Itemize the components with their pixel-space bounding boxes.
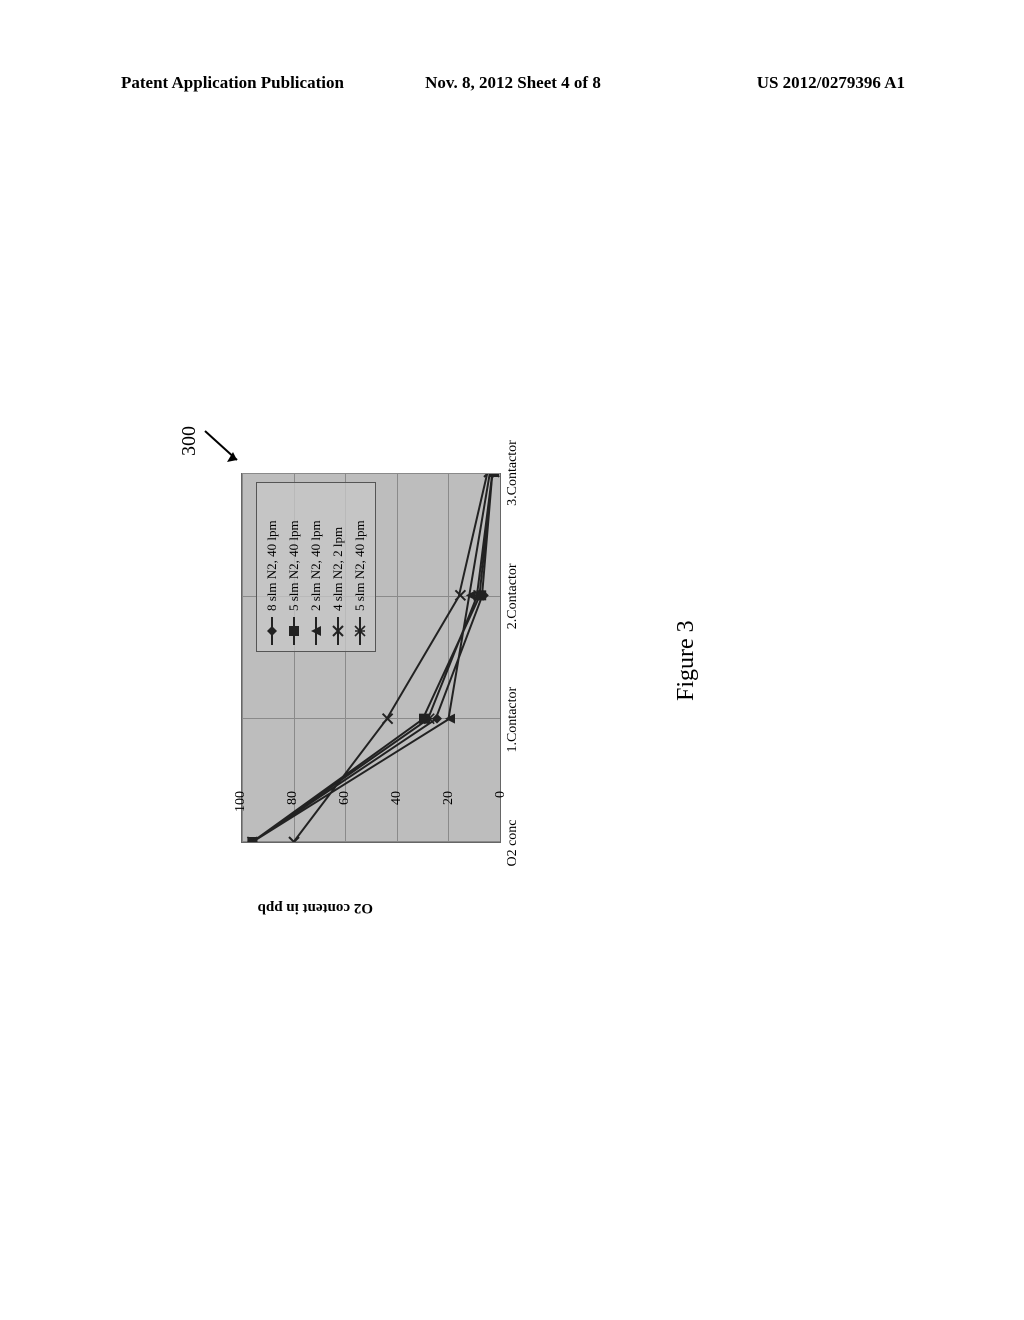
y-tick-label: 60 bbox=[337, 791, 353, 805]
legend-swatch bbox=[271, 617, 273, 645]
arrow-icon bbox=[203, 426, 243, 466]
y-tick-label: 80 bbox=[285, 791, 301, 805]
y-tick-label: 20 bbox=[441, 791, 457, 805]
legend-item: 2 slm N2, 40 lpm bbox=[305, 489, 327, 645]
legend-swatch bbox=[315, 617, 317, 645]
legend-label: 5 slm N2, 40 lpm bbox=[286, 520, 302, 611]
y-axis-title: O2 content in ppb bbox=[258, 899, 373, 916]
chart: O2 content in ppb 8 slm N2, 40 lpm5 slm … bbox=[233, 461, 543, 891]
page: Patent Application Publication Nov. 8, 2… bbox=[0, 0, 1024, 1320]
legend-swatch bbox=[337, 617, 339, 645]
y-tick-label: 40 bbox=[389, 791, 405, 805]
x-tick-label: 1.Contactor bbox=[505, 687, 521, 753]
legend-item: 4 slm N2, 2 lpm bbox=[327, 489, 349, 645]
x-tick-label: O2 conc bbox=[505, 819, 521, 866]
legend-swatch bbox=[293, 617, 295, 645]
header-left: Patent Application Publication bbox=[121, 73, 382, 93]
figure-block: 300 O2 content in ppb 8 slm N bbox=[213, 291, 813, 1011]
legend-label: 4 slm N2, 2 lpm bbox=[330, 527, 346, 611]
legend-label: 8 slm N2, 40 lpm bbox=[264, 520, 280, 611]
legend-item: 5 slm N2, 40 lpm bbox=[283, 489, 305, 645]
y-tick-label: 0 bbox=[493, 791, 509, 798]
legend-item: 8 slm N2, 40 lpm bbox=[261, 489, 283, 645]
x-tick-label: 2.Contactor bbox=[505, 563, 521, 629]
header-right: US 2012/0279396 A1 bbox=[644, 73, 905, 93]
legend-item: 5 slm N2, 40 lpm bbox=[349, 489, 371, 645]
figure-reference-numeral: 300 bbox=[178, 426, 201, 456]
legend-label: 5 slm N2, 40 lpm bbox=[352, 520, 368, 611]
y-tick-label: 100 bbox=[233, 791, 249, 812]
header-center: Nov. 8, 2012 Sheet 4 of 8 bbox=[382, 73, 643, 93]
x-tick-label: 3.Contactor bbox=[505, 440, 521, 506]
legend-swatch bbox=[359, 617, 361, 645]
figure-caption: Figure 3 bbox=[673, 620, 700, 701]
chart-legend: 8 slm N2, 40 lpm 5 slm N2, 40 lpm 2 slm N2… bbox=[256, 482, 376, 652]
legend-label: 2 slm N2, 40 lpm bbox=[308, 520, 324, 611]
plot-area: 8 slm N2, 40 lpm 5 slm N2, 40 lpm 2 slm N2… bbox=[241, 473, 501, 843]
page-header: Patent Application Publication Nov. 8, 2… bbox=[1, 73, 1024, 93]
